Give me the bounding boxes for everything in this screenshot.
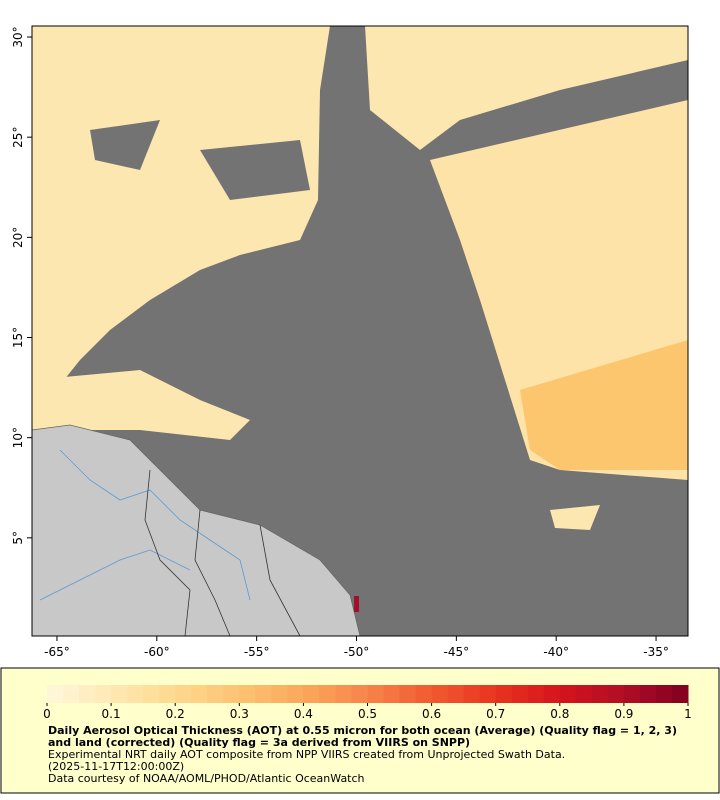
no-data-patch (200, 140, 310, 200)
colorbar-tick-label: 0.4 (294, 707, 313, 721)
aot-region-north (365, 26, 688, 150)
colorbar-step (607, 685, 625, 703)
colorbar-step (399, 685, 417, 703)
colorbar-step (223, 685, 240, 703)
colorbar-step (591, 685, 609, 703)
colorbar-step (319, 685, 336, 703)
aot-patch (550, 505, 600, 530)
colorbar-tick-label: 0.3 (230, 707, 249, 721)
colorbar-step (207, 685, 224, 703)
colorbar-tick-label: 0.1 (102, 707, 121, 721)
colorbar-tick-label: 0 (43, 707, 51, 721)
colorbar-step (239, 685, 256, 703)
colorbar: 0 0.1 0.2 0.3 0.4 0.5 0.6 0.7 0.8 0.9 1 (43, 685, 692, 721)
caption-line: Experimental NRT daily AOT composite fro… (48, 748, 566, 761)
colorbar-step (495, 685, 513, 703)
border (259, 524, 301, 637)
x-tick-label: -40° (543, 645, 569, 659)
colorbar-tick-label: 0.2 (166, 707, 185, 721)
caption: Daily Aerosol Optical Thickness (AOT) at… (48, 725, 688, 785)
colorbar-step (639, 685, 657, 703)
colorbar-tick-label: 0.7 (486, 707, 505, 721)
colorbar-step (111, 685, 128, 703)
colorbar-step (415, 685, 433, 703)
river (59, 449, 251, 601)
colorbar-tick-label: 0.6 (422, 707, 441, 721)
colorbar-step (47, 685, 64, 703)
x-tick-label: -60° (144, 645, 170, 659)
y-tick-label: 20° (11, 227, 25, 248)
colorbar-tick-label: 0.9 (614, 707, 633, 721)
colorbar-step (431, 685, 449, 703)
colorbar-step (655, 685, 673, 703)
no-data-patch (90, 120, 160, 170)
colorbar-step (559, 685, 577, 703)
border (144, 469, 191, 637)
x-tick-label: -55° (244, 645, 270, 659)
colorbar-step (383, 685, 401, 703)
y-tick-label: 30° (11, 26, 25, 47)
caption-line: (2025-11-17T12:00:00Z) (48, 760, 185, 773)
x-tick-label: -35° (643, 645, 669, 659)
aot-region-coast (32, 370, 250, 440)
colorbar-step (255, 685, 272, 703)
colorbar-step (95, 685, 112, 703)
y-tick-label: 5° (11, 531, 25, 545)
border (194, 509, 231, 637)
colorbar-step (335, 685, 352, 703)
colorbar-tick-label: 0.8 (550, 707, 569, 721)
colorbar-step (527, 685, 545, 703)
colorbar-step (271, 685, 288, 703)
colorbar-step (159, 685, 176, 703)
colorbar-step (351, 685, 368, 703)
x-tick-label: -65° (44, 645, 70, 659)
colorbar-step (447, 685, 465, 703)
y-tick-label: 15° (11, 327, 25, 348)
map-frame (31, 25, 689, 637)
colorbar-step (287, 685, 304, 703)
aot-region-west (32, 26, 330, 420)
colorbar-step (463, 685, 481, 703)
river (39, 549, 191, 601)
colorbar-step (127, 685, 144, 703)
colorbar-step (575, 685, 593, 703)
colorbar-step (175, 685, 192, 703)
colorbar-step (479, 685, 497, 703)
colorbar-step (303, 685, 320, 703)
colorbar-step (367, 685, 385, 703)
caption-title: Daily Aerosol Optical Thickness (AOT) at… (48, 724, 677, 749)
colorbar-step (143, 685, 160, 703)
colorbar-step (63, 685, 80, 703)
colorbar-step (511, 685, 529, 703)
colorbar-step (671, 685, 689, 703)
colorbar-step (191, 685, 208, 703)
y-tick-label: 10° (11, 427, 25, 448)
colorbar-step (623, 685, 641, 703)
aot-patch (354, 596, 359, 612)
x-tick-label: -50° (344, 645, 370, 659)
aot-region-high (520, 340, 688, 470)
y-tick-label: 25° (11, 127, 25, 148)
x-tick-label: -45° (444, 645, 470, 659)
colorbar-tick-label: 1 (684, 707, 692, 721)
caption-line: Data courtesy of NOAA/AOML/PHOD/Atlantic… (48, 772, 365, 785)
colorbar-step (543, 685, 561, 703)
colorbar-tick-label: 0.5 (358, 707, 377, 721)
colorbar-step (79, 685, 96, 703)
